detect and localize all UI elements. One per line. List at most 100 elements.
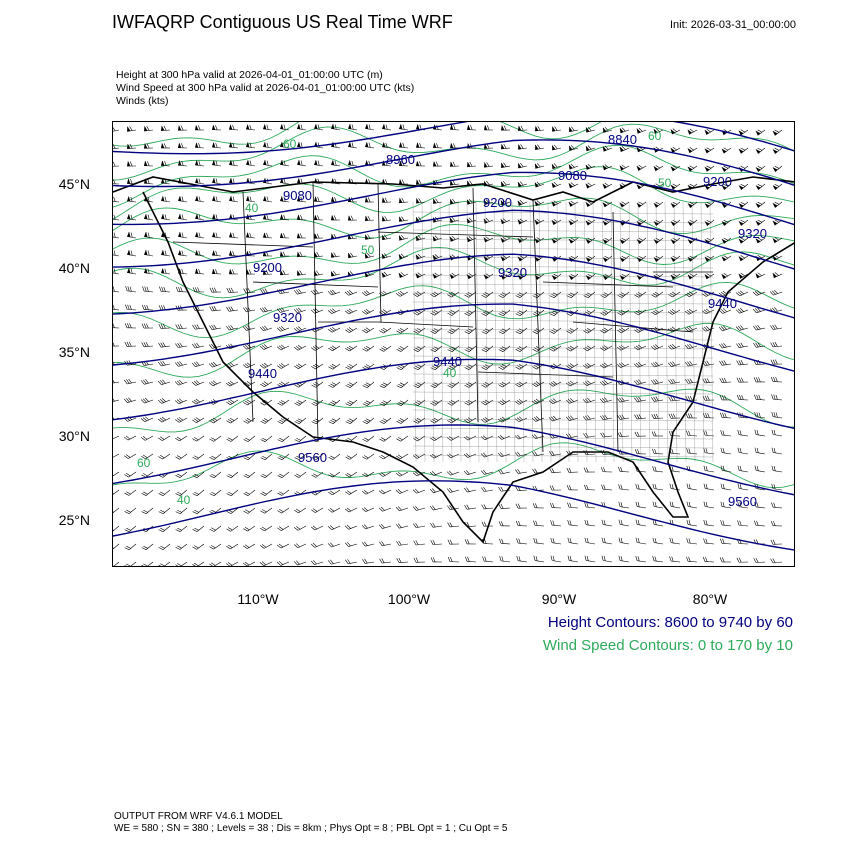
- wind-barb: [602, 255, 613, 263]
- wind-barb: [362, 453, 375, 460]
- wind-barb: [449, 272, 460, 279]
- wind-barb: [246, 141, 256, 149]
- wind-barb: [446, 453, 460, 459]
- wind-barb: [652, 556, 664, 563]
- wind-barb: [378, 523, 392, 529]
- wind-barb: [619, 127, 630, 134]
- wind-barb: [413, 557, 426, 563]
- wind-barb: [279, 251, 290, 257]
- wind-barb: [703, 483, 715, 491]
- wind-barb: [514, 416, 528, 423]
- wind-barb: [720, 412, 732, 419]
- wind-barb: [124, 453, 137, 459]
- height-contours-legend: Height Contours: 8600 to 9740 by 60: [547, 614, 793, 631]
- wind-barb: [618, 501, 630, 509]
- wind-barb: [328, 363, 341, 370]
- wind-barb: [294, 471, 307, 478]
- wind-barb: [738, 201, 749, 208]
- wind-barb: [262, 250, 273, 257]
- wind-barb: [601, 519, 613, 527]
- wind-barb: [398, 234, 409, 241]
- wind-barb: [212, 213, 222, 221]
- wind-barb: [432, 235, 443, 242]
- wind-barb: [158, 525, 171, 533]
- wind-barb: [449, 198, 460, 205]
- wind-barb: [772, 147, 783, 154]
- wind-barb: [754, 447, 766, 455]
- wind-barb: [413, 345, 426, 352]
- height-contour-line: [113, 139, 794, 188]
- wind-contour-label: 60: [648, 129, 662, 143]
- wind-barb: [685, 360, 698, 367]
- wind-barb: [687, 165, 698, 172]
- wind-barb: [584, 537, 596, 545]
- wind-barb: [246, 124, 256, 131]
- wind-barb: [113, 161, 120, 167]
- wind-barb: [500, 181, 511, 187]
- county-line: [412, 328, 714, 332]
- wind-barb: [755, 201, 766, 208]
- wind-barb: [463, 470, 477, 476]
- lon-label-100w: 100°W: [387, 591, 431, 607]
- height-contour-label: 9200: [703, 174, 732, 189]
- wind-barb: [293, 560, 307, 566]
- wind-barb: [650, 361, 664, 368]
- wind-barb: [113, 453, 120, 459]
- wind-barb: [771, 483, 783, 491]
- wind-barb: [515, 309, 528, 317]
- wind-barb: [113, 249, 120, 257]
- wind-barb: [567, 520, 579, 527]
- wind-barb: [704, 255, 715, 262]
- height-contour-label: 9320: [273, 310, 302, 325]
- wind-barb: [192, 507, 205, 515]
- wind-barb: [310, 308, 324, 314]
- wind-barb: [738, 183, 749, 191]
- wind-barb: [432, 254, 443, 261]
- county-line: [412, 337, 714, 341]
- wind-barb: [602, 201, 613, 208]
- wind-barb: [634, 449, 647, 455]
- wind-barb: [447, 399, 460, 406]
- wind-barb: [501, 143, 511, 150]
- wind-barb: [483, 254, 494, 261]
- wind-barb: [480, 452, 494, 458]
- wind-barb: [226, 489, 239, 497]
- wind-barb: [501, 162, 511, 168]
- wind-barb: [178, 195, 188, 203]
- wind-barb: [113, 196, 120, 203]
- wind-barb: [313, 233, 324, 239]
- wind-barb: [192, 342, 205, 349]
- wind-barb: [395, 471, 409, 477]
- wind-barb: [702, 556, 715, 563]
- county-line: [412, 247, 714, 251]
- wind-barb: [362, 345, 375, 352]
- wind-barb: [327, 559, 341, 565]
- wind-barb: [280, 177, 290, 185]
- wind-barb: [602, 182, 613, 189]
- wind-barb: [464, 327, 477, 335]
- wind-barb: [263, 214, 273, 221]
- wind-speed-contour-line: [113, 223, 794, 265]
- wind-barb: [653, 237, 664, 245]
- wind-speed-contour-line: [113, 388, 794, 433]
- wind-barb: [549, 502, 562, 509]
- wind-barb: [280, 195, 290, 203]
- wind-barb: [174, 361, 188, 367]
- wind-barb: [259, 325, 273, 332]
- wind-barb: [330, 270, 341, 277]
- wind-barb: [464, 381, 477, 388]
- wind-barb: [685, 291, 698, 298]
- wind-barb: [209, 471, 222, 479]
- wind-barb: [328, 507, 341, 513]
- wind-speed-contour-line: [113, 442, 794, 489]
- wind-barb: [720, 483, 732, 491]
- height-contour-label: 9560: [728, 494, 757, 509]
- wind-barb: [113, 525, 120, 532]
- state-border: [612, 211, 619, 453]
- wind-barb: [600, 432, 613, 438]
- wind-barb: [175, 471, 188, 478]
- wind-barb: [293, 543, 307, 549]
- wind-barb: [159, 286, 171, 293]
- wind-contour-label: 40: [443, 366, 457, 380]
- wind-barb: [243, 471, 256, 479]
